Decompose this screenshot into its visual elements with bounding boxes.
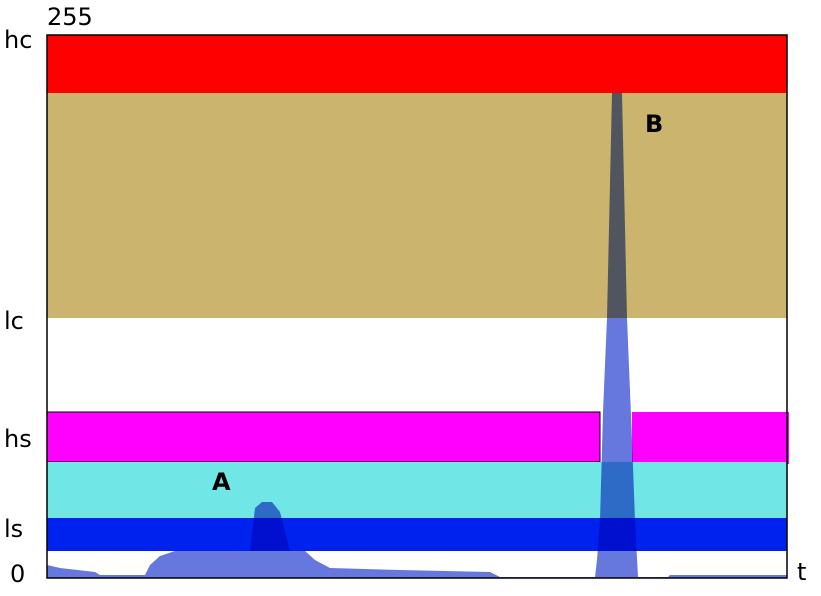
band-red <box>47 35 787 93</box>
band-blue <box>47 518 787 551</box>
level-label: hc <box>4 26 32 54</box>
x-label: t <box>797 558 806 586</box>
level-label: ls <box>4 515 23 543</box>
level-label: hs <box>4 425 32 453</box>
plot-frame <box>46 34 788 579</box>
band-magenta <box>46 411 601 463</box>
band-cyan <box>47 462 787 518</box>
band-olive <box>47 93 787 318</box>
origin-label: 0 <box>10 560 25 588</box>
band-magenta <box>632 412 789 464</box>
annotation: A <box>212 468 231 496</box>
top-label: 255 <box>47 3 93 31</box>
level-label: lc <box>4 307 24 335</box>
signal <box>47 93 787 578</box>
annotation: B <box>645 110 663 138</box>
